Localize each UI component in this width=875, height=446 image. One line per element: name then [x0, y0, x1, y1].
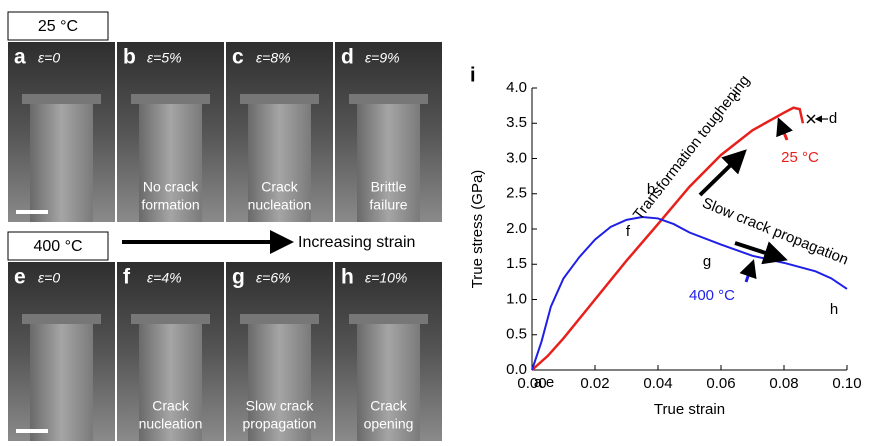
- arrow: [700, 152, 744, 195]
- panel-letter: b: [123, 46, 136, 69]
- strain-label: ε=0: [38, 270, 60, 286]
- pillar-cap: [131, 94, 210, 104]
- temp-label: 400 °C: [33, 238, 82, 255]
- y-tick-label: 2.5: [506, 185, 527, 202]
- panel-note: opening: [364, 416, 414, 432]
- arrow: [779, 120, 787, 140]
- pillar-cap: [22, 94, 101, 104]
- panel-note: nucleation: [248, 197, 312, 213]
- x-axis-label: True strain: [654, 401, 725, 418]
- y-tick-label: 4.0: [506, 79, 527, 96]
- panel-letter: d: [341, 46, 354, 69]
- series-label: 25 °C: [781, 149, 819, 166]
- panel-note: No crack: [143, 179, 199, 195]
- x-tick-label: 0.02: [580, 375, 609, 392]
- point-label: e: [546, 374, 554, 391]
- y-axis-label: True stress (GPa): [469, 170, 486, 289]
- pillar-cap: [349, 94, 428, 104]
- pillar: [30, 102, 93, 222]
- y-tick-label: 2.0: [506, 220, 527, 237]
- x-tick-label: 0.04: [643, 375, 672, 392]
- panel-note: formation: [141, 197, 199, 213]
- y-tick-label: 3.5: [506, 114, 527, 131]
- pillar-cap: [22, 314, 101, 324]
- x-marker: [807, 115, 815, 123]
- point-label: g: [703, 253, 711, 270]
- x-tick-label: 0.06: [706, 375, 735, 392]
- panel-letter: a: [14, 46, 26, 69]
- panel-note: Brittle: [371, 179, 407, 195]
- panel-letter: h: [341, 266, 354, 289]
- strain-label: ε=0: [38, 50, 60, 66]
- arrow: [746, 262, 753, 282]
- panel-note: Crack: [370, 398, 408, 414]
- panel-note: failure: [369, 197, 407, 213]
- point-label: h: [830, 301, 838, 318]
- pillar-cap: [240, 314, 319, 324]
- panel-letter: c: [232, 46, 244, 69]
- strain-label: ε=6%: [256, 270, 291, 286]
- temp-label: 25 °C: [38, 18, 78, 35]
- panel-letter: e: [14, 266, 26, 289]
- x-tick-label: 0.08: [769, 375, 798, 392]
- scale-bar: [16, 210, 48, 214]
- series-line: [532, 108, 803, 370]
- strain-label: ε=8%: [256, 50, 291, 66]
- point-label: c: [733, 88, 741, 105]
- strain-label: ε=10%: [365, 270, 407, 286]
- point-label: b: [647, 181, 655, 198]
- point-label: f: [626, 223, 631, 240]
- y-tick-label: 3.0: [506, 149, 527, 166]
- pillar-cap: [240, 94, 319, 104]
- point-label: d: [829, 110, 837, 127]
- panel-note: Slow crack: [246, 398, 315, 414]
- y-tick-label: 1.5: [506, 255, 527, 272]
- y-tick-label: 1.0: [506, 290, 527, 307]
- strain-label: Increasing strain: [298, 234, 415, 251]
- panel-label: i: [470, 64, 476, 86]
- panel-note: Crack: [261, 179, 299, 195]
- point-label: a: [534, 374, 543, 391]
- pillar-cap: [349, 314, 428, 324]
- pillar-cap: [131, 314, 210, 324]
- panel-note: propagation: [243, 416, 317, 432]
- x-tick-label: 0.10: [832, 375, 861, 392]
- series-label: 400 °C: [689, 287, 735, 304]
- figure: 25 °C 400 °C Increasing strain a ε=0 b ε=5%…: [0, 0, 875, 441]
- y-tick-label: 0.5: [506, 326, 527, 343]
- panel-note: nucleation: [139, 416, 203, 432]
- pillar: [30, 322, 93, 441]
- y-tick-label: 0.0: [506, 361, 527, 378]
- strain-label: ε=4%: [147, 270, 182, 286]
- panel-note: Crack: [152, 398, 190, 414]
- panel-letter: f: [123, 266, 131, 289]
- strain-label: ε=5%: [147, 50, 182, 66]
- scale-bar: [16, 429, 48, 433]
- strain-label: ε=9%: [365, 50, 400, 66]
- panel-letter: g: [232, 266, 245, 289]
